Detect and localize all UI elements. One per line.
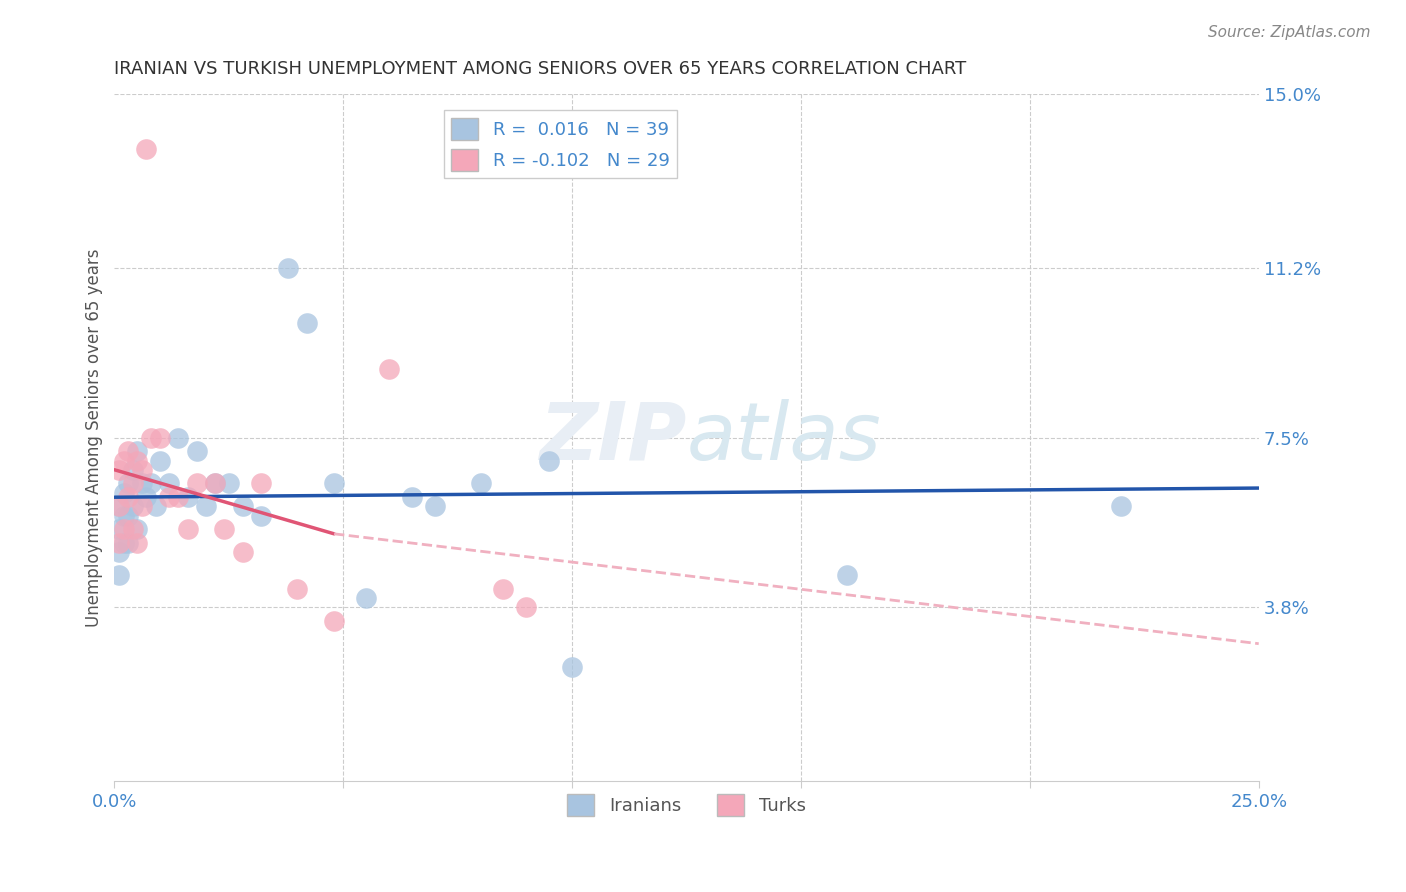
Point <box>835 568 858 582</box>
Point <box>127 522 149 536</box>
Point <box>108 500 131 514</box>
Point <box>112 485 135 500</box>
Point <box>492 582 515 596</box>
Point <box>117 476 139 491</box>
Point <box>108 536 131 550</box>
Y-axis label: Unemployment Among Seniors over 65 years: Unemployment Among Seniors over 65 years <box>86 249 103 627</box>
Point <box>149 431 172 445</box>
Point <box>131 500 153 514</box>
Point <box>176 490 198 504</box>
Text: atlas: atlas <box>686 399 882 476</box>
Point <box>139 431 162 445</box>
Point <box>139 476 162 491</box>
Point <box>323 476 346 491</box>
Point <box>112 508 135 523</box>
Point <box>112 536 135 550</box>
Point <box>176 522 198 536</box>
Point <box>1111 500 1133 514</box>
Point <box>204 476 226 491</box>
Point <box>121 476 143 491</box>
Point <box>232 500 254 514</box>
Point <box>121 463 143 477</box>
Point <box>121 522 143 536</box>
Point <box>108 463 131 477</box>
Point <box>135 490 157 504</box>
Point <box>108 500 131 514</box>
Point <box>145 500 167 514</box>
Point <box>538 453 561 467</box>
Point <box>127 444 149 458</box>
Point <box>423 500 446 514</box>
Point <box>108 568 131 582</box>
Point <box>121 500 143 514</box>
Point <box>354 591 377 605</box>
Point <box>157 490 180 504</box>
Point <box>117 536 139 550</box>
Point <box>108 522 131 536</box>
Point <box>323 614 346 628</box>
Point <box>250 508 273 523</box>
Point <box>108 545 131 559</box>
Point <box>378 362 401 376</box>
Point <box>515 600 537 615</box>
Text: ZIP: ZIP <box>538 399 686 476</box>
Point <box>167 431 190 445</box>
Point <box>186 476 208 491</box>
Point <box>135 142 157 156</box>
Text: Source: ZipAtlas.com: Source: ZipAtlas.com <box>1208 25 1371 40</box>
Point <box>127 536 149 550</box>
Point <box>131 463 153 477</box>
Point <box>117 508 139 523</box>
Point <box>214 522 236 536</box>
Point <box>167 490 190 504</box>
Point <box>131 476 153 491</box>
Legend: Iranians, Turks: Iranians, Turks <box>560 787 813 823</box>
Point <box>232 545 254 559</box>
Point <box>194 500 217 514</box>
Point <box>561 659 583 673</box>
Point <box>149 453 172 467</box>
Text: IRANIAN VS TURKISH UNEMPLOYMENT AMONG SENIORS OVER 65 YEARS CORRELATION CHART: IRANIAN VS TURKISH UNEMPLOYMENT AMONG SE… <box>114 60 967 78</box>
Point <box>218 476 240 491</box>
Point <box>117 490 139 504</box>
Point <box>287 582 309 596</box>
Point <box>127 453 149 467</box>
Point <box>186 444 208 458</box>
Point <box>157 476 180 491</box>
Point <box>250 476 273 491</box>
Point <box>204 476 226 491</box>
Point <box>401 490 423 504</box>
Point <box>277 261 299 276</box>
Point <box>112 522 135 536</box>
Point <box>295 316 318 330</box>
Point <box>112 453 135 467</box>
Point <box>117 444 139 458</box>
Point <box>470 476 492 491</box>
